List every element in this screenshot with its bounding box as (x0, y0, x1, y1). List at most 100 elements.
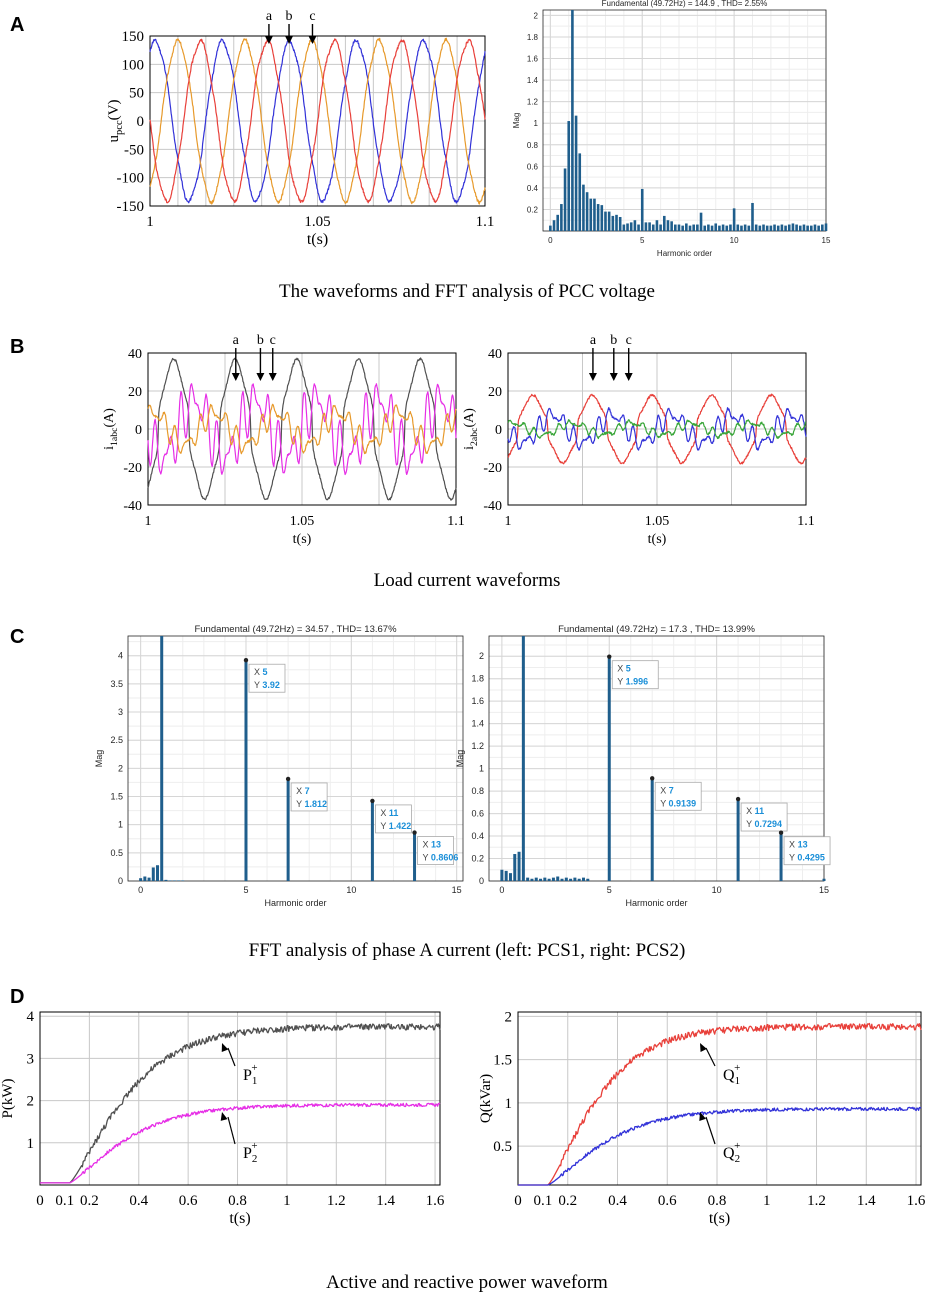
B2-ylabel-unit: (A) (462, 408, 477, 428)
C1-bar (151, 867, 155, 881)
D2-label-arrow (705, 1047, 716, 1067)
C2-datatip-y: Y 0.4295 (789, 853, 825, 863)
B2-xlabel: t(s) (648, 532, 667, 547)
C2-datatip-y: Y 0.7294 (746, 819, 782, 829)
A2-bar (824, 223, 828, 231)
B2-ytick-label: 40 (488, 347, 502, 362)
A2-bar (710, 225, 714, 231)
C2-ytick-label: 1.4 (471, 719, 484, 729)
B2-xtick-label: 1.1 (797, 514, 815, 529)
C1-datatip-y-value: 1.422 (389, 821, 412, 831)
A2-frame (542, 9, 827, 232)
C1-datatip-x: X 7 (296, 786, 310, 796)
B1-xtick-label: 1 (145, 514, 152, 529)
D1-series-label-sup: + (251, 1140, 257, 1152)
C1-bar (164, 879, 168, 881)
A1-xlabel: t(s) (307, 231, 328, 248)
A2-bar (688, 225, 692, 231)
C1-datatip-marker (412, 830, 417, 835)
C1-ytick-label: 2.5 (110, 735, 123, 745)
D2-series-label: Q2+ (723, 1140, 740, 1165)
A2-xtick-label: 0 (548, 236, 553, 245)
C2-bar (573, 877, 577, 881)
C2-bar (822, 878, 826, 881)
C1-title: Fundamental (49.72Hz) = 34.57 , THD= 13.… (194, 624, 397, 635)
C1-datatip: X 5Y 3.92 (248, 663, 286, 693)
D1-xtick-label: 0.8 (228, 1193, 247, 1209)
A2-ytick-label: 1.6 (527, 55, 539, 64)
C2-bar (513, 854, 517, 881)
A2-bar (655, 220, 659, 231)
C1-datatip-y: Y 3.92 (254, 680, 280, 690)
D1-xtick-label: 0.1 (55, 1193, 74, 1209)
C2-bar (586, 878, 590, 881)
B1-xlabel: t(s) (293, 532, 312, 547)
C1-datatip-y-key: Y (254, 680, 262, 690)
A2-bar (607, 211, 611, 231)
C1-datatip-marker (285, 776, 291, 782)
B2-frame (507, 352, 807, 506)
D2-xtick-label: 0.8 (708, 1193, 727, 1209)
A2-bar (721, 224, 725, 231)
A2-bar (699, 212, 703, 231)
A2-ytick-label: 0.2 (527, 205, 539, 214)
C1-ytick-label: 0.5 (110, 848, 123, 858)
C2-bar (500, 869, 504, 881)
C1-bar (413, 832, 417, 881)
D1-plot-area (40, 1012, 440, 1185)
B1-ylabel-unit: (A) (102, 408, 117, 428)
C1-datatip-box (375, 804, 412, 834)
A1-ytick-label: -50 (124, 142, 144, 158)
A2-bar (618, 216, 622, 231)
D1-label-arrowhead (220, 1112, 228, 1121)
A2-bar (549, 225, 552, 231)
A2-bar (677, 224, 681, 231)
C1-ytick-label: 4 (118, 651, 123, 661)
C1-bar (168, 880, 172, 881)
A2-plot-area (543, 10, 826, 231)
A2-bar (787, 224, 791, 231)
B1-ylabel: i1abc(A) (102, 408, 120, 450)
A2-bar (784, 225, 787, 231)
D2-xtick-label: 1.6 (907, 1193, 926, 1209)
C2-bar (736, 799, 740, 881)
D2-series-label-sup: + (734, 1062, 740, 1074)
C1-datatip-x-key: X (254, 667, 263, 677)
C2-bar (539, 878, 543, 881)
panel-letter-b: B (10, 336, 25, 358)
A2-bar (696, 224, 699, 231)
C1-datatip-box (417, 836, 454, 865)
B2-arrow-head (609, 373, 618, 381)
C2-ytick-label: 2 (479, 651, 484, 661)
D1-series-label-main: P (243, 1067, 252, 1084)
A2-bar (659, 224, 662, 231)
C2-datatip-x-value: 13 (798, 840, 808, 850)
D1-label-arrowhead (221, 1043, 229, 1052)
C1-datatip: X 13Y 0.8606 (417, 836, 458, 865)
D2-xtick-label: 1 (763, 1193, 771, 1209)
A2-bar (754, 224, 758, 231)
C1-ytick-label: 1.5 (110, 792, 123, 802)
D1-series-P2+ (40, 1102, 441, 1184)
B1-ytick-label: 20 (128, 385, 142, 400)
A2-bar (556, 214, 560, 231)
C1-bar (160, 636, 164, 881)
B2-arrow-label: c (626, 333, 632, 348)
D1-label-arrow (227, 1116, 236, 1145)
A2-bar (640, 188, 644, 231)
A1-series-phase-c (149, 38, 486, 204)
A2-bar (802, 224, 806, 231)
A2-bar (626, 223, 629, 231)
B1-arrow-head (256, 373, 265, 381)
C2-ytick-label: 0.2 (471, 854, 484, 864)
C1-datatip-x-key: X (423, 840, 432, 850)
C2-datatip-y-value: 0.4295 (797, 853, 825, 863)
C2-datatip-y-value: 0.9139 (669, 798, 697, 808)
C2-xtick-label: 5 (607, 885, 612, 895)
A1-ytick-label: 100 (122, 57, 145, 73)
B2-ytick-label: -20 (483, 461, 502, 476)
D1-axes: 4 3 2 1 0 0.2 0.4 0.6 0.8 1 1.2 1.4 1.6 t(s) 0.1 P(kW) P… (0, 1009, 445, 1227)
D1-ytick-label: 2 (27, 1094, 35, 1110)
